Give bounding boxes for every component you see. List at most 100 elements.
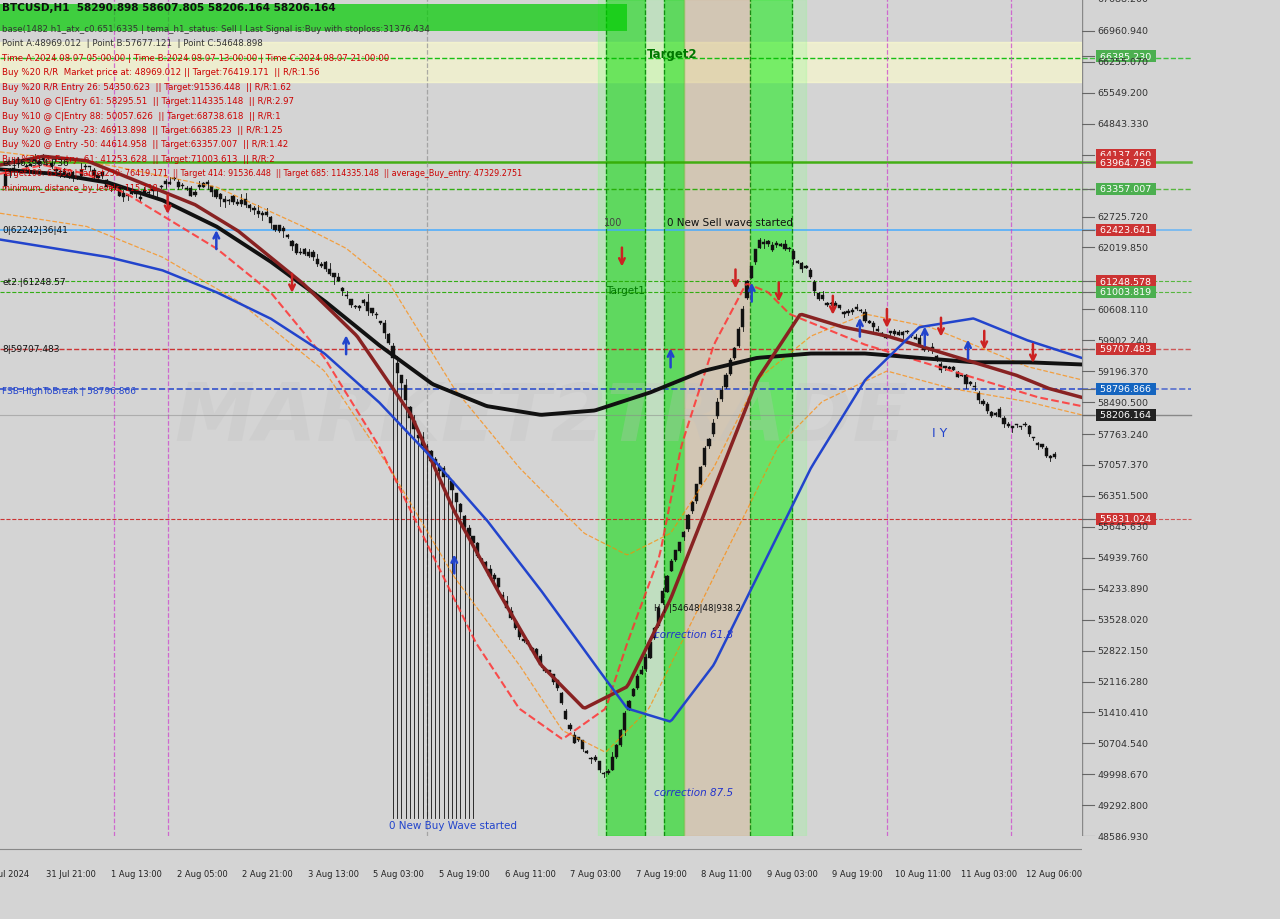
Bar xyxy=(767,242,769,244)
Bar xyxy=(396,364,399,374)
Bar xyxy=(660,592,664,603)
Bar xyxy=(138,198,142,199)
Bar xyxy=(506,601,508,608)
Bar xyxy=(1053,454,1056,458)
Bar xyxy=(669,562,673,572)
Bar xyxy=(232,197,234,203)
Bar xyxy=(392,346,394,359)
Text: 59902.240: 59902.240 xyxy=(1097,336,1148,346)
Bar xyxy=(337,278,340,282)
Text: H | |54648|48|938.2: H | |54648|48|938.2 xyxy=(654,604,741,613)
Bar xyxy=(366,302,370,312)
Bar xyxy=(147,192,150,194)
Bar xyxy=(189,189,192,197)
Bar xyxy=(1028,426,1030,435)
Bar xyxy=(370,309,374,314)
Bar xyxy=(910,335,913,337)
Text: 58206.164: 58206.164 xyxy=(1097,411,1155,420)
Text: Buy %20 R/R Entry 26: 54350.623  || Target:91536.448  || R/R:1.62: Buy %20 R/R Entry 26: 54350.623 || Targe… xyxy=(3,83,292,92)
Bar xyxy=(454,494,458,502)
Bar xyxy=(923,348,925,351)
Text: MARKET2TRADE: MARKET2TRADE xyxy=(174,380,908,457)
Bar xyxy=(645,0,664,836)
Bar xyxy=(1002,418,1006,425)
Bar xyxy=(522,640,525,641)
Bar xyxy=(125,196,129,197)
Bar xyxy=(614,745,618,757)
Text: 59196.370: 59196.370 xyxy=(1097,368,1148,376)
Bar xyxy=(236,202,239,205)
Text: 5 Aug 03:00: 5 Aug 03:00 xyxy=(374,869,424,878)
Bar xyxy=(657,608,660,626)
Bar xyxy=(274,226,276,231)
Bar xyxy=(227,200,230,201)
Bar xyxy=(24,166,28,167)
Bar xyxy=(278,226,280,232)
Bar xyxy=(893,331,896,335)
Bar xyxy=(640,670,644,675)
Bar xyxy=(72,173,74,179)
Bar xyxy=(180,186,184,187)
Bar xyxy=(758,241,762,249)
Text: 53528.020: 53528.020 xyxy=(1097,616,1148,624)
Bar xyxy=(282,229,285,232)
Bar xyxy=(1006,425,1010,426)
Bar xyxy=(581,741,584,750)
Bar xyxy=(109,187,113,188)
Bar xyxy=(518,630,521,637)
Bar xyxy=(914,337,918,339)
Bar xyxy=(37,162,41,165)
Bar xyxy=(627,701,631,710)
Text: I Y: I Y xyxy=(932,426,947,439)
Bar xyxy=(244,200,247,206)
Bar xyxy=(631,689,635,696)
Bar xyxy=(500,595,504,598)
Text: 64137.460: 64137.460 xyxy=(1097,151,1155,160)
Bar xyxy=(489,570,492,577)
Bar xyxy=(362,301,365,303)
Bar xyxy=(118,189,120,197)
Bar xyxy=(265,213,269,216)
Text: 62423.641: 62423.641 xyxy=(1097,226,1155,235)
Bar xyxy=(787,249,791,250)
Text: 66385.230: 66385.230 xyxy=(1097,52,1155,62)
Text: 59707.483: 59707.483 xyxy=(1097,345,1155,354)
Bar xyxy=(973,386,977,388)
Bar xyxy=(829,303,833,305)
Bar xyxy=(594,757,596,760)
Text: 0|62242|36|41: 0|62242|36|41 xyxy=(3,226,68,235)
Text: 50704.540: 50704.540 xyxy=(1097,739,1148,748)
Bar xyxy=(206,183,209,185)
Bar xyxy=(783,244,786,250)
Bar xyxy=(425,447,429,450)
Bar xyxy=(421,437,424,447)
Bar xyxy=(716,403,719,416)
Bar xyxy=(168,183,172,185)
Bar xyxy=(202,184,205,187)
Text: 49998.670: 49998.670 xyxy=(1097,770,1148,779)
Bar xyxy=(434,460,436,465)
Bar xyxy=(1019,426,1023,428)
Bar xyxy=(636,676,639,688)
Text: 51410.410: 51410.410 xyxy=(1097,709,1148,717)
Bar xyxy=(876,329,879,332)
Bar xyxy=(513,621,517,628)
Bar xyxy=(986,404,988,411)
Bar xyxy=(960,375,964,377)
Bar xyxy=(982,402,984,405)
Bar xyxy=(408,407,412,419)
Bar xyxy=(822,296,824,300)
Bar xyxy=(918,338,922,347)
Bar xyxy=(324,263,328,269)
Bar xyxy=(353,306,357,308)
Bar xyxy=(54,169,58,172)
Bar xyxy=(931,348,934,350)
Text: 0 New Buy Wave started: 0 New Buy Wave started xyxy=(389,820,517,830)
Bar xyxy=(673,550,677,561)
Text: 63357.007: 63357.007 xyxy=(1097,185,1155,194)
Bar xyxy=(745,281,749,299)
Text: 52822.150: 52822.150 xyxy=(1097,646,1148,655)
Bar xyxy=(737,330,740,346)
Bar xyxy=(287,236,289,237)
Bar xyxy=(160,187,163,188)
